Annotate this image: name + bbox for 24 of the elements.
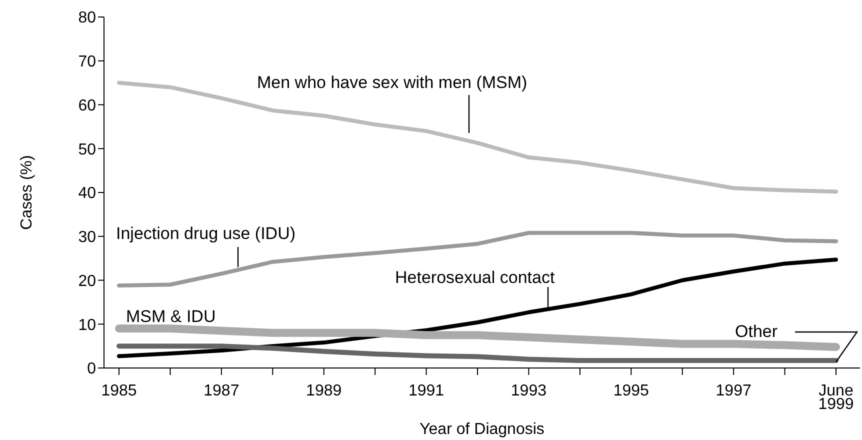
y-tick-label: 20: [78, 272, 96, 290]
series-label: Men who have sex with men (MSM): [257, 73, 528, 92]
y-tick-label: 50: [78, 141, 96, 158]
y-tick-label: 0: [87, 360, 96, 378]
series-label: Heterosexual contact: [395, 268, 555, 287]
series-label: MSM & IDU: [126, 307, 216, 326]
x-tick-label: 1995: [613, 382, 650, 400]
y-tick-label: 10: [78, 316, 96, 334]
x-tick-label: 1987: [204, 382, 240, 400]
y-tick-label: 40: [78, 185, 96, 202]
series-label: Other: [735, 322, 778, 341]
y-tick-label: 80: [78, 10, 96, 27]
x-tick-label: 1997: [716, 382, 752, 400]
y-tick-label: 60: [78, 97, 96, 114]
series-label: Injection drug use (IDU): [116, 224, 296, 243]
y-tick-label: 70: [78, 54, 96, 71]
y-axis-title: Cases (%): [18, 155, 36, 230]
x-tick-label: 1991: [408, 382, 444, 400]
x-tick-label: 1993: [510, 382, 547, 400]
x-tick-label: June 1999: [818, 382, 854, 413]
x-axis-title: Year of Diagnosis: [420, 421, 544, 438]
y-tick-label: 30: [78, 229, 96, 246]
x-tick-label: 1985: [101, 382, 137, 400]
x-tick-label: 1989: [306, 382, 342, 400]
